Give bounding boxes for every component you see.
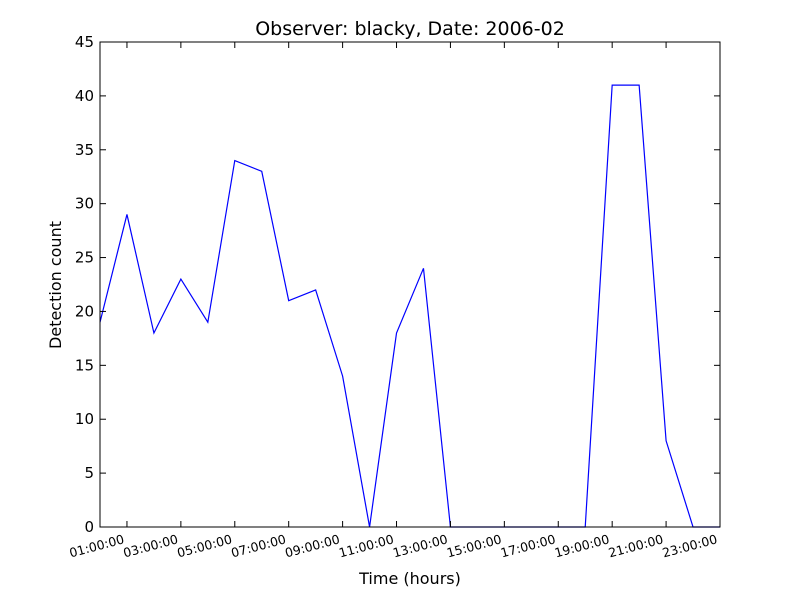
x-tick-label: 19:00:00 [553,531,611,560]
y-tick-label: 35 [75,141,94,159]
plot-area: 0 5 10 15 20 25 30 35 40 45 01:00:0003:00:0005:00:… [68,33,721,560]
x-tick-label: 11:00:00 [337,531,395,560]
chart-title: Observer: blacky, Date: 2006-02 [255,18,565,40]
y-tick-label: 20 [75,302,94,320]
x-tick-label: 15:00:00 [445,531,503,560]
x-tick-label: 13:00:00 [391,531,449,560]
y-axis-title: Detection count [46,221,65,349]
y-tick-label: 5 [84,464,94,482]
y-tick-label: 25 [75,249,94,267]
y-tick-label: 10 [75,410,94,428]
series-line-0 [99,84,720,528]
x-tick-label: 21:00:00 [607,531,665,560]
x-tick-label: 05:00:00 [175,531,233,560]
y-tick-label: 30 [75,195,94,213]
y-tick-label: 15 [75,356,94,374]
x-tick-label: 03:00:00 [122,531,180,560]
axes-frame [99,41,721,528]
y-tick-label: 45 [75,33,94,51]
x-tick-label: 17:00:00 [499,531,557,560]
x-tick-label: 07:00:00 [229,531,287,560]
x-tick-label: 09:00:00 [283,531,341,560]
x-axis-title: Time (hours) [358,569,461,588]
x-tick-label: 01:00:00 [68,531,126,560]
y-tick-label: 0 [84,518,94,536]
y-tick-label: 40 [75,87,94,105]
x-tick-label: 23:00:00 [661,531,719,560]
